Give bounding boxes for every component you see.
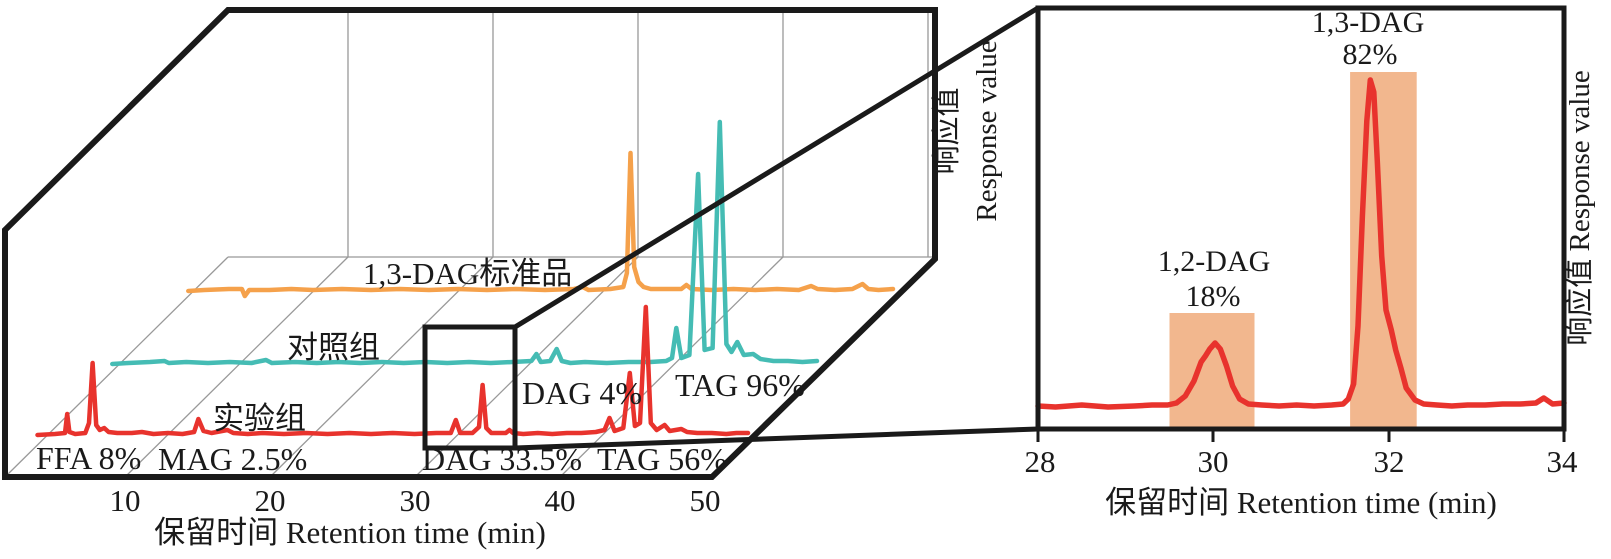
inset-peak1-percent: 18%	[1186, 280, 1241, 313]
left-traces	[35, 119, 896, 438]
callout-line-top	[513, 5, 1040, 330]
peak-label-tag-ctrl: TAG 96%	[675, 367, 805, 403]
peak-label-ffa: FFA 8%	[36, 440, 141, 476]
left-x-axis-title: 保留时间 Retention time (min)	[154, 515, 546, 550]
highlight-band-1	[1169, 313, 1255, 429]
zoom-region-box	[422, 324, 518, 451]
inset-x-ticks: 28 30 32 34	[1025, 444, 1579, 479]
inset-frame	[1035, 5, 1567, 432]
trace-ctrl	[110, 119, 820, 367]
inset-tick-32: 32	[1374, 444, 1405, 479]
left-y-axis-title-cn: 响应值	[930, 87, 963, 174]
right-inset-chart: 1,2-DAG 18% 1,3-DAG 82% 28 30 32 34 保留时间…	[1025, 5, 1596, 520]
left-frame	[2, 7, 938, 480]
left-tick-40: 40	[545, 483, 576, 518]
inset-peak1-name: 1,2-DAG	[1158, 245, 1271, 278]
inset-tick-marks	[1036, 429, 1566, 442]
inset-x-axis-title: 保留时间 Retention time (min)	[1105, 485, 1497, 520]
inset-trace-group	[1035, 77, 1567, 410]
left-y-axis-title-en: Response value	[971, 40, 1003, 221]
trace-label-standard: 1,3-DAG标准品	[363, 256, 572, 291]
left-tick-20: 20	[255, 483, 286, 518]
left-tick-30: 30	[400, 483, 431, 518]
trace-label-experimental: 实验组	[213, 401, 306, 436]
trace-inset-experimental	[1035, 77, 1567, 410]
inset-y-axis-title: 响应值 Response value	[1563, 70, 1596, 345]
inset-tick-28: 28	[1025, 444, 1056, 479]
trace-label-control: 对照组	[287, 330, 380, 365]
backwall-gridlines	[228, 10, 935, 258]
trace-std	[186, 150, 896, 299]
inset-peak2-percent: 82%	[1343, 38, 1398, 71]
left-3d-chart: 1,3-DAG标准品 对照组 实验组 FFA 8% MAG 2.5% DAG 3…	[2, 7, 1003, 550]
left-x-ticks: 10 20 30 40 50	[110, 483, 721, 518]
callout-line-bottom	[514, 426, 1039, 451]
trace-exp	[35, 304, 751, 438]
floor-gridlines	[4, 256, 784, 478]
peak-label-mag: MAG 2.5%	[158, 441, 307, 477]
left-tick-10: 10	[110, 483, 141, 518]
inset-tick-30: 30	[1198, 444, 1229, 479]
peak-label-dag-ctrl: DAG 4%	[522, 375, 642, 411]
left-tick-50: 50	[690, 483, 721, 518]
zoom-callout	[422, 5, 1040, 451]
inset-tick-34: 34	[1547, 444, 1579, 479]
inset-peak2-name: 1,3-DAG	[1312, 6, 1425, 39]
peak-label-tag-exp: TAG 56%	[597, 441, 727, 477]
